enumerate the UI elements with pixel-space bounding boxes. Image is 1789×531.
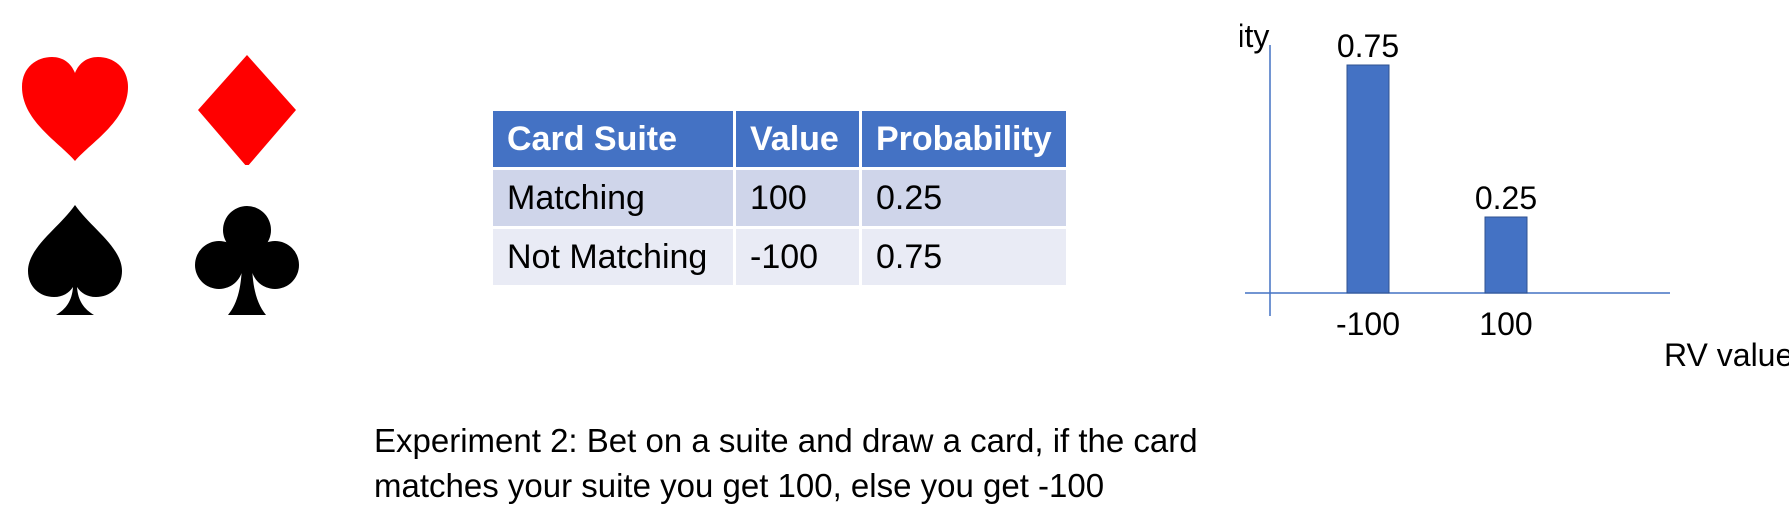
experiment-caption: Experiment 2: Bet on a suite and draw a … xyxy=(374,418,1274,508)
data-label--100: 0.75 xyxy=(1337,28,1399,64)
x-tick-label--100: -100 xyxy=(1336,306,1400,342)
table-row: Not Matching -100 0.75 xyxy=(493,229,1066,285)
x-axis-label: RV value xyxy=(1664,337,1789,373)
suite-probability-table: Card Suite Value Probability Matching 10… xyxy=(490,108,1069,288)
cell-value: 100 xyxy=(736,170,859,226)
y-axis-label: Probability xyxy=(1240,20,1269,54)
caption-line-2: matches your suite you get 100, else you… xyxy=(374,467,1105,504)
cell-suite: Not Matching xyxy=(493,229,733,285)
bar--100 xyxy=(1346,64,1390,294)
table-row: Matching 100 0.25 xyxy=(493,170,1066,226)
data-label-100: 0.25 xyxy=(1475,180,1537,216)
cell-value: -100 xyxy=(736,229,859,285)
heart-icon xyxy=(22,57,128,161)
table-header-row: Card Suite Value Probability xyxy=(493,111,1066,167)
cell-probability: 0.25 xyxy=(862,170,1066,226)
club-icon xyxy=(195,206,299,315)
column-header-value: Value xyxy=(736,111,859,167)
bar-100 xyxy=(1484,216,1528,294)
x-tick-label-100: 100 xyxy=(1479,306,1532,342)
bar-series: 0.75 -100 0.25 100 xyxy=(1336,28,1537,342)
cell-suite: Matching xyxy=(493,170,733,226)
cell-probability: 0.75 xyxy=(862,229,1066,285)
spade-icon xyxy=(28,205,122,315)
column-header-card-suite: Card Suite xyxy=(493,111,733,167)
diamond-icon xyxy=(198,55,296,165)
column-header-probability: Probability xyxy=(862,111,1066,167)
caption-line-1: Experiment 2: Bet on a suite and draw a … xyxy=(374,422,1198,459)
probability-bar-chart: Probability RV value 0.75 -100 0.25 100 xyxy=(1240,20,1789,373)
